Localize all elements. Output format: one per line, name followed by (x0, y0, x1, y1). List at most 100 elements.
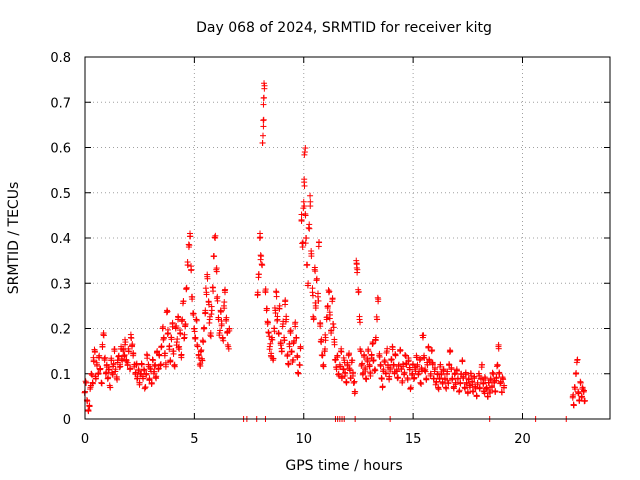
data-point (441, 376, 448, 383)
y-tick-label: 0.8 (50, 51, 71, 66)
data-point (431, 364, 438, 371)
data-point (444, 377, 451, 384)
y-tick-label: 0.7 (50, 96, 71, 111)
data-point (212, 232, 219, 239)
data-point (114, 376, 121, 383)
data-point (98, 379, 105, 386)
data-point (375, 296, 382, 303)
data-point (478, 364, 485, 371)
data-point (442, 384, 449, 391)
data-point (257, 234, 264, 241)
data-point (578, 394, 585, 401)
data-point (173, 322, 180, 329)
data-point (570, 402, 577, 409)
data-point (112, 368, 119, 375)
data-point (221, 305, 228, 312)
data-point (348, 359, 355, 366)
data-point (106, 382, 113, 389)
data-point (265, 329, 272, 336)
data-point (168, 336, 175, 343)
data-point (274, 313, 281, 320)
data-point (158, 344, 165, 351)
data-point (494, 362, 501, 369)
data-point (187, 233, 194, 240)
data-point (387, 364, 394, 371)
data-point (490, 371, 497, 378)
data-point (259, 139, 266, 146)
data-point (480, 380, 487, 387)
data-point (446, 347, 453, 354)
data-point (132, 369, 139, 376)
data-point (310, 315, 317, 322)
data-point (417, 356, 424, 363)
data-point (382, 370, 389, 377)
data-point (151, 363, 158, 370)
data-point (377, 361, 384, 368)
data-point (298, 211, 305, 218)
data-point (160, 335, 167, 342)
data-point (329, 296, 336, 303)
data-point (573, 359, 580, 366)
data-point (171, 362, 178, 369)
data-point (215, 314, 222, 321)
data-point (469, 378, 476, 385)
x-tick-label: 5 (190, 432, 198, 447)
data-point (473, 392, 480, 399)
data-point (406, 366, 413, 373)
data-point (453, 367, 460, 374)
data-point (128, 335, 135, 342)
data-point (200, 338, 207, 345)
data-point (445, 380, 452, 387)
data-point (180, 298, 187, 305)
data-point (122, 341, 129, 348)
data-point (501, 382, 508, 389)
data-point (86, 402, 93, 409)
data-point (96, 366, 103, 373)
y-tick-label: 0.1 (50, 368, 71, 383)
data-point (312, 268, 319, 275)
data-point (170, 348, 177, 355)
data-point (103, 370, 110, 377)
data-point (301, 151, 308, 158)
data-point (435, 385, 442, 392)
data-point (388, 356, 395, 363)
data-point (456, 387, 463, 394)
data-point (85, 407, 92, 414)
data-point (304, 282, 311, 289)
data-point (465, 376, 472, 383)
data-point (219, 335, 226, 342)
data-point (307, 203, 314, 210)
data-point (157, 361, 164, 368)
data-point (414, 363, 421, 370)
data-point (207, 332, 214, 339)
data-point (292, 323, 299, 330)
data-point (343, 379, 350, 386)
data-point (105, 366, 112, 373)
data-point (433, 378, 440, 385)
data-point (109, 371, 116, 378)
data-point (87, 386, 94, 393)
data-point (288, 349, 295, 356)
data-point (307, 192, 314, 199)
data-point (294, 369, 301, 376)
data-point (264, 305, 271, 312)
data-point (426, 356, 433, 363)
data-point (210, 253, 217, 260)
data-point (206, 313, 213, 320)
data-point (365, 346, 372, 353)
data-point (381, 358, 388, 365)
data-point (383, 349, 390, 356)
data-point (420, 354, 427, 361)
y-tick-label: 0.4 (50, 232, 71, 247)
data-point (225, 345, 232, 352)
data-point (326, 315, 333, 322)
data-point (260, 116, 267, 123)
data-point (148, 380, 155, 387)
data-point (428, 347, 435, 354)
data-point (279, 323, 286, 330)
data-point (223, 314, 230, 321)
data-point (82, 378, 89, 385)
data-point (397, 346, 404, 353)
data-point (160, 336, 167, 343)
data-point (213, 265, 220, 272)
